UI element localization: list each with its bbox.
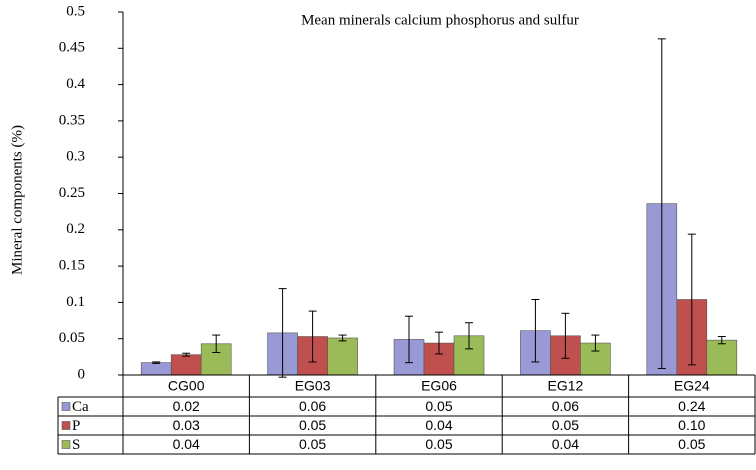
table-value: 0.04 (173, 436, 200, 452)
table-value: 0.05 (425, 398, 452, 414)
y-tick-label: 0.5 (66, 3, 85, 19)
chart-title: Mean minerals calcium phosphorus and sul… (301, 12, 579, 28)
bar (140, 362, 172, 376)
table-value: 0.02 (173, 398, 200, 414)
y-tick-label: 0.05 (59, 330, 85, 346)
y-tick-label: 0.4 (66, 76, 85, 92)
y-tick-label: 0.3 (66, 149, 85, 165)
table-value: 0.04 (552, 436, 579, 452)
y-tick-label: 0.35 (59, 112, 85, 128)
legend-swatch (61, 421, 71, 430)
y-axis-label: Mineral components (%) (9, 125, 25, 275)
table-value: 0.05 (299, 436, 326, 452)
y-tick-label: 0.45 (59, 40, 85, 56)
legend-label: S (72, 437, 80, 453)
y-tick-label: 0.15 (59, 258, 85, 274)
x-tick-label: CG00 (168, 378, 205, 394)
table-value: 0.06 (299, 398, 326, 414)
bar (170, 354, 202, 376)
y-tick-label: 0 (78, 366, 86, 382)
legend-label: Ca (72, 399, 89, 415)
table-value: 0.04 (425, 417, 452, 433)
table-value: 0.05 (678, 436, 705, 452)
table-value: 0.05 (552, 417, 579, 433)
legend-swatch (61, 440, 71, 449)
x-tick-label: EG24 (674, 378, 710, 394)
table-value: 0.05 (299, 417, 326, 433)
legend-label: P (72, 418, 80, 434)
y-tick-label: 0.25 (59, 185, 85, 201)
y-tick-label: 0.2 (66, 221, 85, 237)
x-tick-label: EG06 (421, 378, 457, 394)
table-value: 0.10 (678, 417, 705, 433)
table-value: 0.05 (425, 436, 452, 452)
table-value: 0.03 (173, 417, 200, 433)
legend-swatch (61, 402, 71, 411)
bar (327, 337, 358, 376)
table-value: 0.24 (678, 398, 705, 414)
bar (706, 339, 738, 376)
y-tick-label: 0.1 (66, 294, 85, 310)
x-tick-label: EG12 (547, 378, 583, 394)
x-tick-label: EG03 (295, 378, 331, 394)
table-value: 0.06 (552, 398, 579, 414)
